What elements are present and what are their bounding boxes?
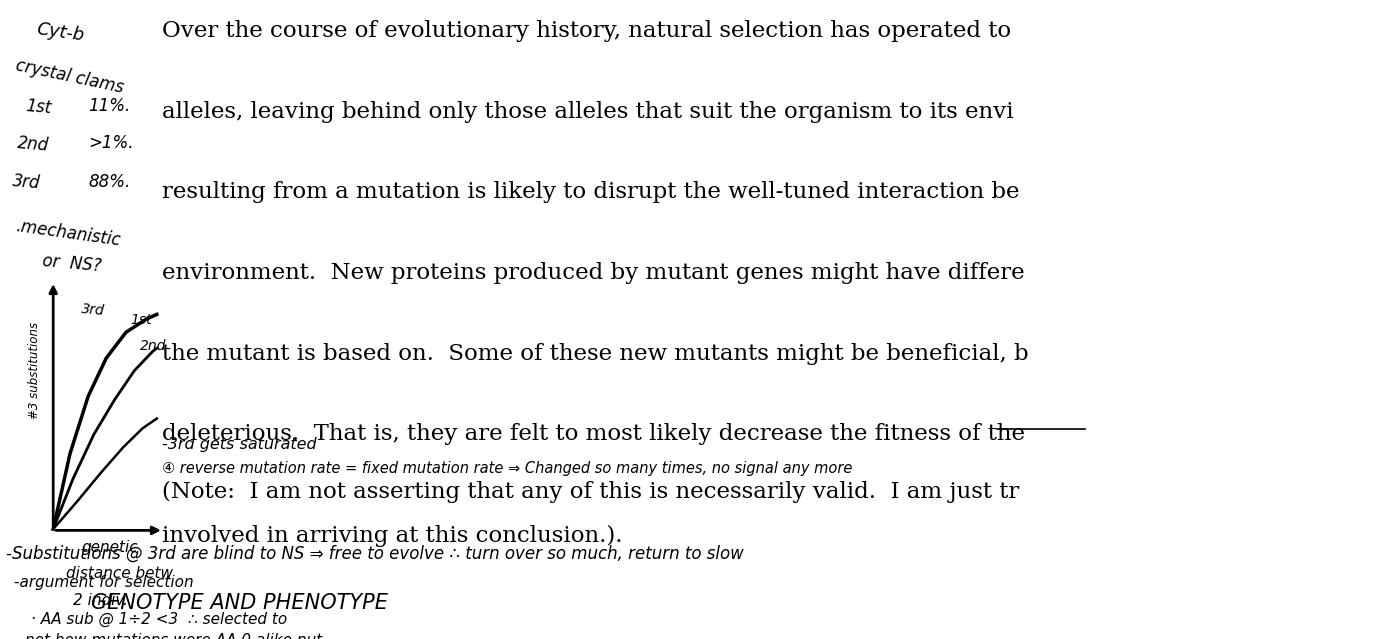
Text: · AA sub @ 1÷2 <3  ∴ selected to: · AA sub @ 1÷2 <3 ∴ selected to	[31, 612, 287, 627]
Text: not how mutations were AA 0 alike put.: not how mutations were AA 0 alike put.	[25, 633, 328, 639]
Text: genetic: genetic	[81, 540, 137, 555]
Text: -argument for selection: -argument for selection	[14, 575, 193, 590]
Text: involved in arriving at this conclusion.).: involved in arriving at this conclusion.…	[162, 525, 622, 548]
Text: 2nd: 2nd	[140, 339, 167, 353]
Text: -Substitutions @ 3rd are blind to NS ⇒ free to evolve ∴ turn over so much, retur: -Substitutions @ 3rd are blind to NS ⇒ f…	[6, 544, 743, 562]
Text: 11%.: 11%.	[88, 97, 130, 115]
Text: 2nd: 2nd	[17, 134, 50, 155]
Text: 88%.: 88%.	[88, 173, 130, 190]
Text: Cyt-b: Cyt-b	[35, 20, 85, 45]
Text: ④ reverse mutation rate = fixed mutation rate ⇒ Changed so many times, no signal: ④ reverse mutation rate = fixed mutation…	[162, 461, 853, 476]
Text: 3rd: 3rd	[11, 173, 41, 193]
Text: -3rd gets saturated: -3rd gets saturated	[162, 437, 316, 452]
Text: .mechanistic: .mechanistic	[14, 217, 122, 250]
Text: >1%.: >1%.	[88, 134, 133, 152]
Text: Over the course of evolutionary history, natural selection has operated to: Over the course of evolutionary history,…	[162, 20, 1011, 42]
Text: 1st: 1st	[25, 97, 52, 118]
Text: 3rd: 3rd	[81, 302, 106, 318]
Text: environment.  New proteins produced by mutant genes might have differe: environment. New proteins produced by mu…	[162, 262, 1025, 284]
Text: 1st: 1st	[130, 313, 151, 327]
Text: alleles, leaving behind only those alleles that suit the organism to its envi: alleles, leaving behind only those allel…	[162, 101, 1014, 123]
Text: (Note:  I am not asserting that any of this is necessarily valid.  I am just tr: (Note: I am not asserting that any of th…	[162, 481, 1019, 503]
Text: #3 substitutions: #3 substitutions	[28, 322, 42, 419]
Text: crystal clams: crystal clams	[14, 56, 126, 96]
Text: GENOTYPE AND PHENOTYPE: GENOTYPE AND PHENOTYPE	[91, 593, 388, 613]
Text: deleterious.  That is, they are felt to most likely decrease the fitness of the: deleterious. That is, they are felt to m…	[162, 423, 1025, 445]
Text: 2 indiv.: 2 indiv.	[73, 593, 127, 608]
Text: the mutant is based on.  Some of these new mutants might be beneficial, b: the mutant is based on. Some of these ne…	[162, 343, 1029, 364]
Text: resulting from a mutation is likely to disrupt the well-tuned interaction be: resulting from a mutation is likely to d…	[162, 181, 1019, 203]
Text: distance betw: distance betw	[66, 566, 172, 580]
Text: or  NS?: or NS?	[42, 252, 102, 275]
